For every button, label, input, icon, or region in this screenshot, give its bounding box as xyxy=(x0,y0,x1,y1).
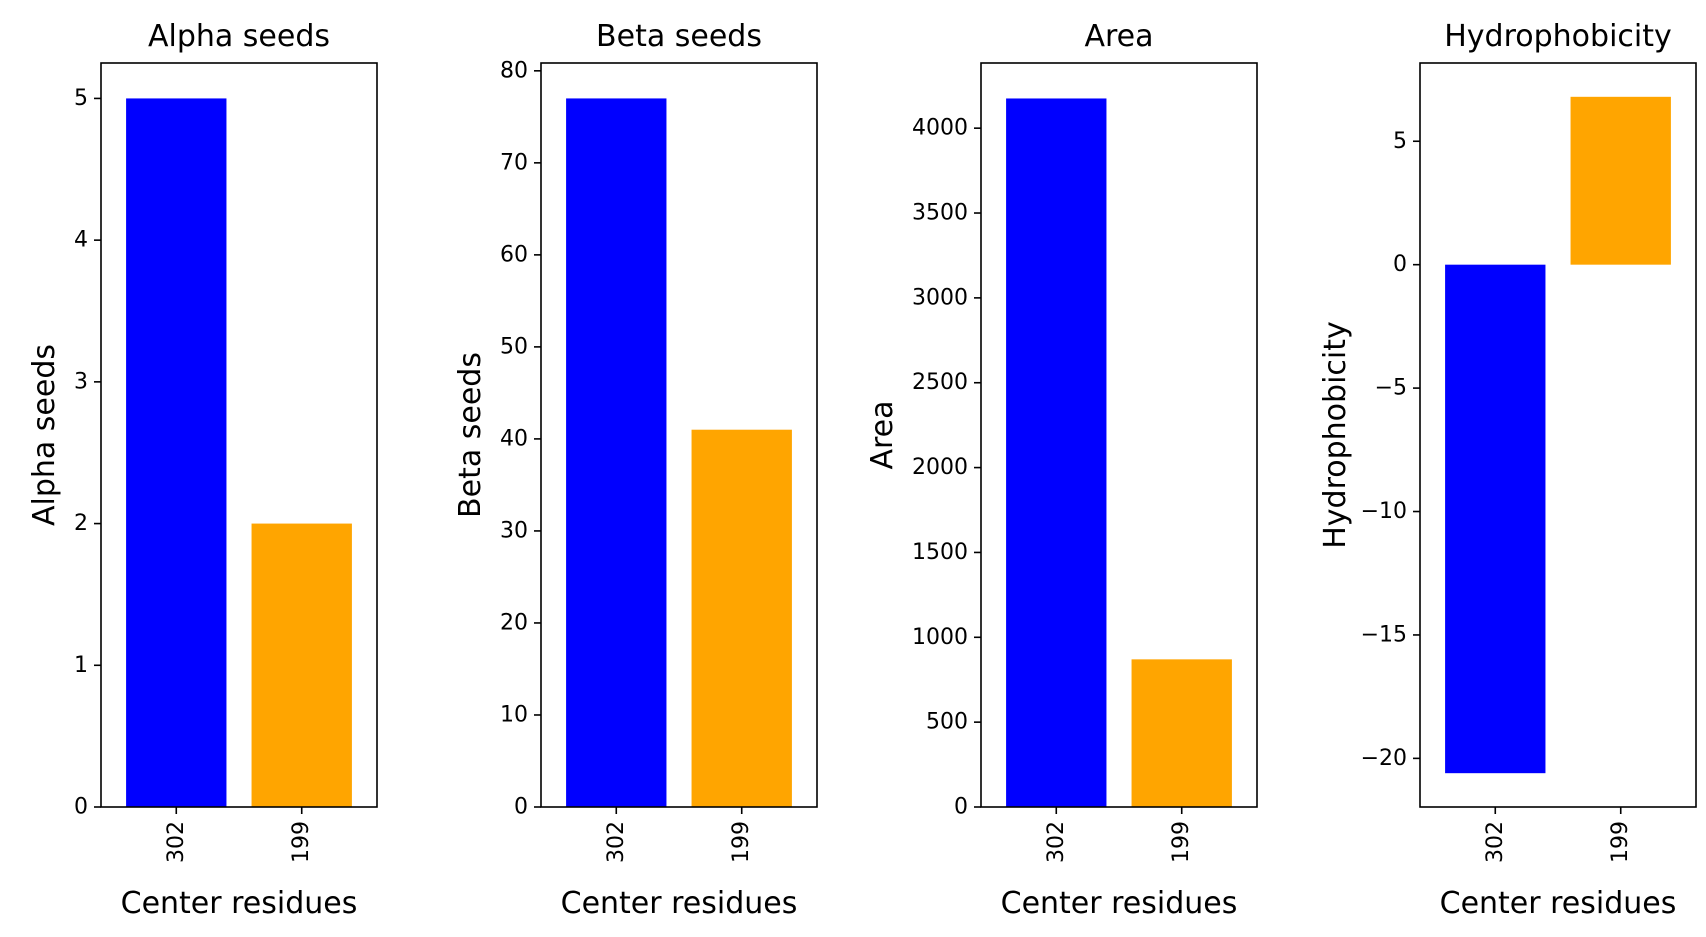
y-tick-label: −15 xyxy=(1361,622,1407,647)
x-axis-label: Center residues xyxy=(1440,886,1677,921)
y-tick-label: 60 xyxy=(500,242,528,267)
y-tick-label: 20 xyxy=(500,610,528,635)
bar-302 xyxy=(566,98,667,807)
x-axis-label: Center residues xyxy=(1001,886,1238,921)
y-tick-label: 0 xyxy=(74,795,88,820)
chart-panel-4: −20 −15 −10 −5 0 5 302 199 Hydrophobicity Center … xyxy=(1318,19,1697,921)
y-tick-label: −5 xyxy=(1375,376,1407,401)
y-tick-label: 10 xyxy=(500,702,528,727)
bar-199 xyxy=(251,523,352,807)
x-tick-label: 199 xyxy=(1169,821,1194,863)
x-tick-label: 199 xyxy=(289,821,314,863)
y-tick-label: 80 xyxy=(500,58,528,83)
y-axis-label: Alpha seeds xyxy=(27,344,62,526)
y-tick-label: 30 xyxy=(500,518,528,543)
x-tick-label: 199 xyxy=(1608,821,1633,863)
y-tick-label: 1500 xyxy=(912,540,968,565)
y-axis-label: Area xyxy=(865,400,900,469)
x-axis-label: Center residues xyxy=(561,886,798,921)
y-tick-label: 500 xyxy=(926,710,968,735)
x-axis-label: Center residues xyxy=(121,886,358,921)
y-tick-label: 3500 xyxy=(912,201,968,226)
bar-302 xyxy=(126,98,227,807)
y-tick-label: 2500 xyxy=(912,370,968,395)
y-tick-label: 4 xyxy=(74,228,88,253)
y-axis-label: Hydrophobicity xyxy=(1318,321,1353,549)
x-tick-label: 302 xyxy=(604,821,629,863)
chart-title: Alpha seeds xyxy=(148,19,330,54)
bar-302 xyxy=(1006,98,1107,807)
chart-title: Area xyxy=(1084,19,1153,54)
y-tick-label: 3 xyxy=(74,369,88,394)
plot-frame xyxy=(980,62,1258,808)
y-tick-label: −20 xyxy=(1361,746,1407,771)
y-axis-label: Beta seeds xyxy=(453,352,488,518)
y-tick-label: 70 xyxy=(500,150,528,175)
y-tick-label: 4000 xyxy=(912,116,968,141)
y-tick-label: 40 xyxy=(500,426,528,451)
y-tick-label: 2000 xyxy=(912,455,968,480)
plot-frame xyxy=(540,62,818,808)
bar-199 xyxy=(1570,96,1671,265)
y-tick-label: −10 xyxy=(1361,499,1407,524)
bar-199 xyxy=(1131,659,1232,807)
y-tick-label: 3000 xyxy=(912,285,968,310)
plot-frame xyxy=(1419,62,1697,808)
chart-title: Beta seeds xyxy=(596,19,762,54)
x-tick-label: 199 xyxy=(729,821,754,863)
y-tick-label: 0 xyxy=(954,795,968,820)
x-tick-label: 302 xyxy=(164,821,189,863)
y-tick-label: 5 xyxy=(74,86,88,111)
bar-199 xyxy=(691,429,792,807)
y-tick-label: 50 xyxy=(500,334,528,359)
chart-panel-1: 0 1 2 3 4 5 302 199 Alpha seeds Center residues Al… xyxy=(27,19,378,921)
y-tick-label: 5 xyxy=(1393,129,1407,154)
y-tick-label: 0 xyxy=(1393,252,1407,277)
plot-frame xyxy=(100,62,378,808)
x-tick-label: 302 xyxy=(1483,821,1508,863)
chart-title: Hydrophobicity xyxy=(1444,19,1672,54)
y-tick-label: 1000 xyxy=(912,625,968,650)
chart-panel-3: 0 500 1000 1500 2000 2500 3000 3500 4000 302 199 Ar… xyxy=(865,19,1258,921)
bar-302 xyxy=(1445,264,1546,774)
y-tick-label: 1 xyxy=(74,653,88,678)
x-tick-label: 302 xyxy=(1044,821,1069,863)
chart-panel-2: 0 10 20 30 40 50 60 70 80 302 199 Beta seeds Center … xyxy=(453,19,818,921)
y-tick-label: 0 xyxy=(514,795,528,820)
y-tick-label: 2 xyxy=(74,511,88,536)
